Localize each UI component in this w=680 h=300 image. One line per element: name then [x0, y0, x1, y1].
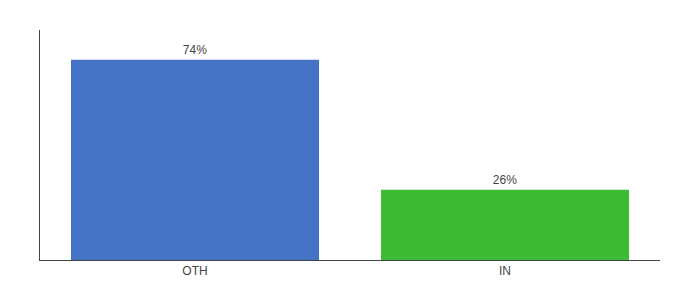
svg-text:IN: IN: [499, 264, 511, 278]
svg-text:OTH: OTH: [182, 264, 207, 278]
svg-text:26%: 26%: [493, 173, 517, 187]
svg-text:74%: 74%: [183, 43, 207, 57]
